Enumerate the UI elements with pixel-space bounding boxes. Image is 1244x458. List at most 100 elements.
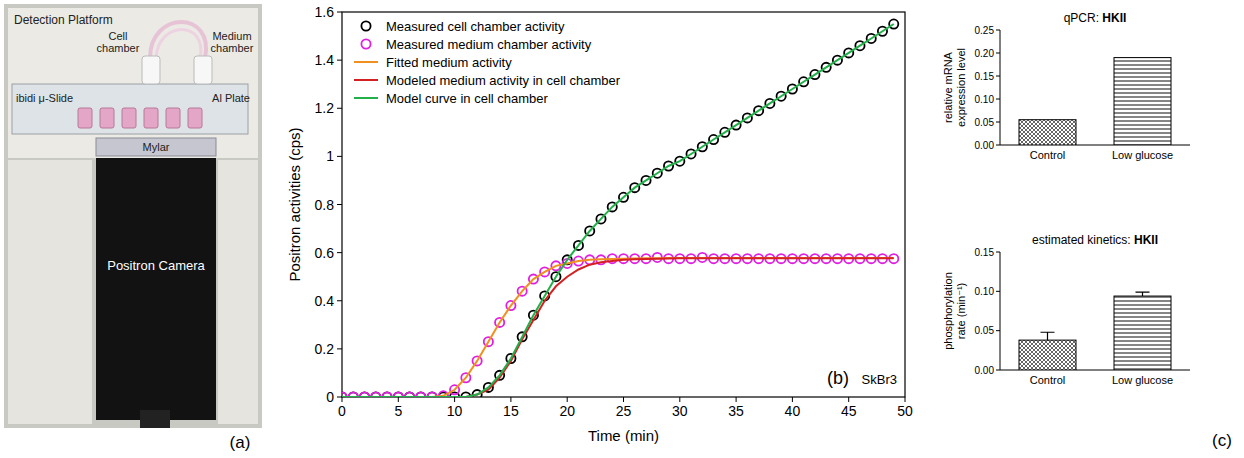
x-axis-title: Time (min) — [588, 427, 659, 444]
y-tick — [996, 53, 1000, 54]
tube — [156, 30, 201, 59]
foam-platform — [8, 8, 258, 158]
y-tick-label: 1.4 — [315, 52, 335, 68]
chart-title: qPCR: HKII — [1064, 11, 1127, 25]
tube — [150, 22, 206, 58]
data-group — [342, 19, 898, 397]
legend-line — [354, 97, 378, 99]
panel-letter: (a) — [230, 433, 251, 452]
y-tick — [996, 291, 1000, 292]
y-tick-label: 0.00 — [975, 365, 995, 376]
mylar — [96, 138, 216, 156]
bar — [1019, 340, 1076, 370]
y-tick — [996, 99, 1000, 100]
x-tick — [905, 397, 906, 402]
y-axis-title: relative mRNAexpression level — [942, 48, 967, 127]
annotation: SkBr3 — [862, 372, 897, 387]
bar — [1019, 120, 1076, 145]
x-tick-label: 50 — [897, 403, 913, 419]
y-tick-label: 0.05 — [975, 325, 995, 336]
data-group — [1019, 58, 1171, 145]
foam-block — [8, 160, 92, 424]
label-line: expression level — [955, 48, 967, 127]
legend-label: Measured cell chamber activity — [386, 19, 565, 34]
x-tick-label: 40 — [785, 403, 801, 419]
y-tick — [337, 252, 342, 253]
panel-letter: (b) — [827, 368, 849, 388]
photo-label: Al Plate — [212, 92, 250, 104]
well — [122, 108, 136, 128]
y-tick-label: 0.8 — [315, 197, 335, 213]
y-tick — [996, 370, 1000, 371]
x-tick — [736, 397, 737, 402]
title-part: HKII — [1134, 233, 1158, 247]
x-tick-label: 35 — [728, 403, 744, 419]
y-tick — [337, 397, 342, 398]
error-bar — [1041, 332, 1055, 340]
label-line: rate (min⁻¹) — [955, 283, 967, 340]
label-line: relative mRNA — [942, 51, 954, 123]
x-tick — [454, 397, 455, 402]
data-group — [1019, 292, 1171, 370]
well — [78, 108, 92, 128]
y-tick-label: 1.2 — [315, 100, 335, 116]
chamber-top — [194, 56, 212, 84]
y-tick — [337, 12, 342, 13]
foam-block — [218, 160, 258, 424]
x-tick-label: 0 — [338, 403, 346, 419]
camera — [96, 158, 216, 420]
bar — [1114, 296, 1171, 370]
x-tick — [510, 397, 511, 402]
x-tick-label: Control — [1030, 149, 1065, 161]
series-line — [342, 24, 894, 397]
label-line: chamber — [211, 42, 254, 54]
x-tick-label: Low glucose — [1112, 149, 1173, 161]
y-tick-label: 0.2 — [315, 341, 335, 357]
y-tick — [996, 76, 1000, 77]
y-tick-label: 0.15 — [975, 247, 995, 258]
x-tick — [398, 397, 399, 402]
y-axis-title: phosphorylationrate (min⁻¹) — [942, 272, 967, 350]
y-axis — [1000, 30, 1001, 145]
legend: Measured cell chamber activityMeasured m… — [354, 19, 621, 106]
panel-letter: (c) — [1212, 431, 1232, 450]
photo-background — [4, 4, 262, 428]
chart-title: estimated kinetics: HKII — [1032, 233, 1158, 247]
legend-line — [354, 61, 378, 63]
title-part: HKII — [1102, 11, 1126, 25]
y-tick-label: 0.25 — [975, 25, 995, 36]
bar-chart: qPCR: HKII0.000.050.100.150.200.25relati… — [942, 11, 1190, 161]
series-line — [342, 258, 894, 397]
label-line: phosphorylation — [942, 272, 954, 350]
x-tick — [848, 397, 849, 402]
y-tick-label: 1 — [326, 148, 334, 164]
plot-frame — [342, 12, 905, 397]
legend-line — [354, 79, 378, 81]
y-tick-label: 0.10 — [975, 286, 995, 297]
x-tick-label: 30 — [672, 403, 688, 419]
photo-label: ibidi μ-Slide — [16, 92, 73, 104]
x-tick — [623, 397, 624, 402]
y-tick-label: 0.00 — [975, 140, 995, 151]
bar-chart: estimated kinetics: HKII 0.00 0.05 0.10 0.15… — [942, 233, 1232, 450]
x-tick-label: 15 — [503, 403, 519, 419]
x-tick-label: 5 — [394, 403, 402, 419]
legend-label: Model curve in cell chamber — [386, 91, 549, 106]
well — [144, 108, 158, 128]
y-tick — [337, 60, 342, 61]
x-tick-label: Low glucose — [1112, 374, 1173, 386]
y-axis — [1000, 252, 1001, 370]
x-tick-label: Control — [1030, 374, 1065, 386]
y-tick-label: 0.6 — [315, 245, 335, 261]
chamber-top — [142, 56, 160, 84]
legend-marker — [361, 21, 370, 30]
y-tick-label: 0.10 — [975, 94, 995, 105]
title-part: estimated kinetics: — [1032, 233, 1134, 247]
y-tick-label: 0.05 — [975, 117, 995, 128]
photo-label: Mylar — [143, 141, 170, 153]
photo-label: Cellchamber — [97, 30, 140, 54]
x-tick — [342, 397, 343, 402]
y-tick — [337, 108, 342, 109]
x-tick-label: 20 — [559, 403, 575, 419]
label-line: Cell — [109, 30, 128, 42]
